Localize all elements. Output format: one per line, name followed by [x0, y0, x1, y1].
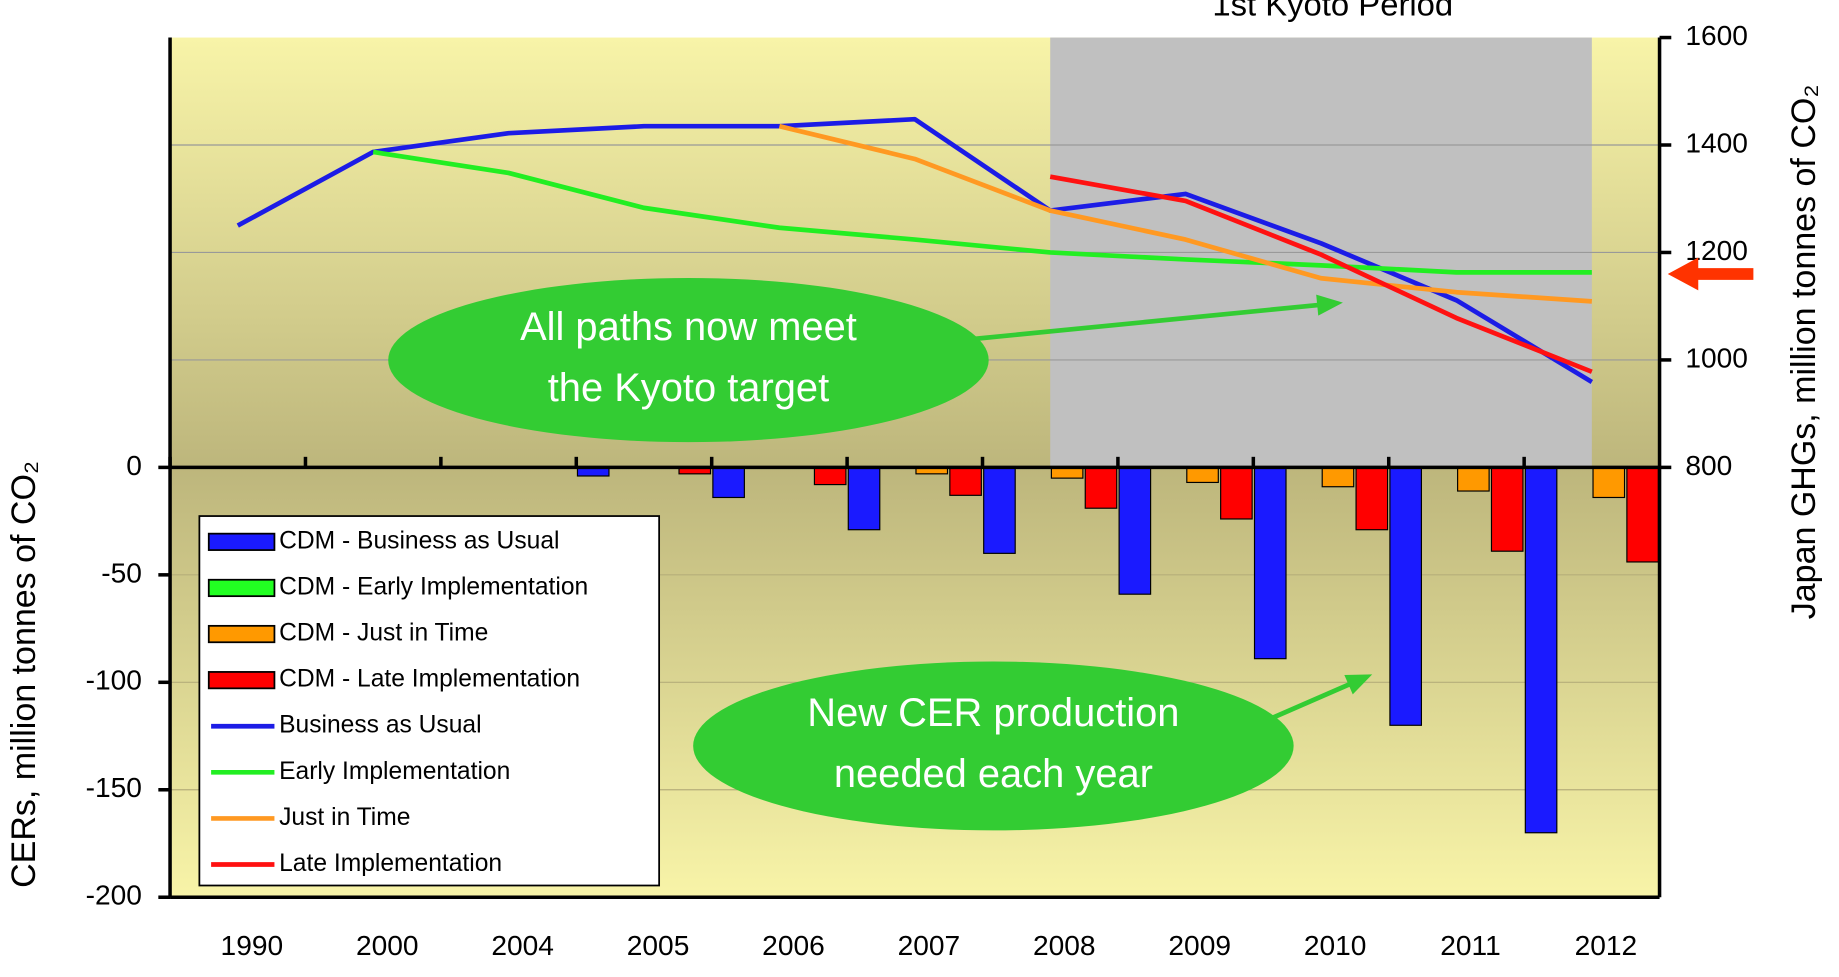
annotation-text: the Kyoto target [548, 366, 829, 410]
x-tick-label: 2000 [356, 930, 419, 961]
bar [1253, 466, 1287, 660]
legend-swatch [207, 532, 276, 551]
x-tick-label: 2005 [627, 930, 690, 961]
legend-swatch [207, 578, 276, 598]
line-series [1049, 174, 1593, 374]
legend-label: Late Implementation [279, 850, 502, 877]
annotation-bubble [693, 661, 1294, 831]
bar [847, 466, 881, 531]
period-label: 1st Kyoto Period [1212, 0, 1453, 23]
legend-swatch [207, 671, 276, 690]
x-tick-label: 2011 [1440, 930, 1500, 961]
y-tick-label: -150 [86, 772, 142, 803]
x-tick-label: 2010 [1304, 930, 1367, 961]
bar [1355, 466, 1389, 531]
legend-label: CDM - Late Implementation [279, 666, 580, 693]
bar [1626, 466, 1659, 563]
x-tick-label: 2006 [762, 930, 825, 961]
annotation-text: New CER production [807, 691, 1179, 735]
legend-label: Business as Usual [279, 712, 481, 739]
x-tick-label: 2009 [1168, 930, 1231, 961]
bar [1457, 466, 1490, 492]
bar [949, 466, 982, 496]
annotation-arrow [961, 302, 1323, 343]
line-series [372, 149, 1592, 275]
x-tick-label: 2008 [1033, 930, 1096, 961]
bar [1220, 466, 1253, 520]
bar [813, 466, 847, 486]
bar [1118, 466, 1152, 595]
y2-tick-label: 1000 [1685, 342, 1748, 373]
legend-swatch [207, 624, 276, 644]
annotation-bubble [388, 277, 989, 443]
legend-box [198, 515, 661, 887]
y-tick-label: -200 [86, 880, 142, 911]
y2-tick-label: 1600 [1685, 20, 1748, 51]
y-tick-label: -50 [101, 557, 142, 588]
legend-label: CDM - Business as Usual [279, 527, 559, 554]
annotation-arrow [1271, 680, 1354, 720]
line-series [236, 116, 1594, 384]
x-tick-label: 1990 [221, 930, 284, 961]
bar [712, 466, 745, 499]
y2-tick-label: 800 [1685, 450, 1732, 481]
x-tick-label: 2004 [491, 930, 554, 961]
bar [1321, 466, 1355, 488]
bar [1084, 466, 1118, 509]
bar [983, 466, 1016, 554]
y2-axis-title: Japan GHGs, million tonnes of CO₂ [1785, 84, 1823, 619]
legend-label: Early Implementation [279, 758, 510, 785]
annotation-text: All paths now meet [520, 305, 857, 349]
target-arrow [1667, 257, 1754, 291]
x-tick-label: 2007 [898, 930, 961, 961]
annotation-text: needed each year [834, 752, 1153, 796]
bar [1524, 466, 1558, 834]
annotation-arrowhead [1316, 294, 1343, 316]
legend-label: CDM - Early Implementation [279, 573, 588, 600]
x-tick-label: 2012 [1575, 930, 1638, 961]
line-series [778, 123, 1593, 304]
legend-label: Just in Time [279, 804, 410, 831]
bar [1592, 466, 1626, 499]
annotation-arrowhead [1344, 674, 1373, 695]
y-axis-title: CERs, million tonnes of CO₂ [5, 461, 43, 888]
y-tick-label: 0 [126, 450, 142, 481]
bar [1389, 466, 1423, 726]
bar [1186, 466, 1219, 484]
y-tick-label: -100 [86, 665, 142, 696]
y2-tick-label: 1400 [1685, 127, 1748, 158]
legend-label: CDM - Just in Time [279, 620, 488, 647]
bar [1490, 466, 1524, 552]
